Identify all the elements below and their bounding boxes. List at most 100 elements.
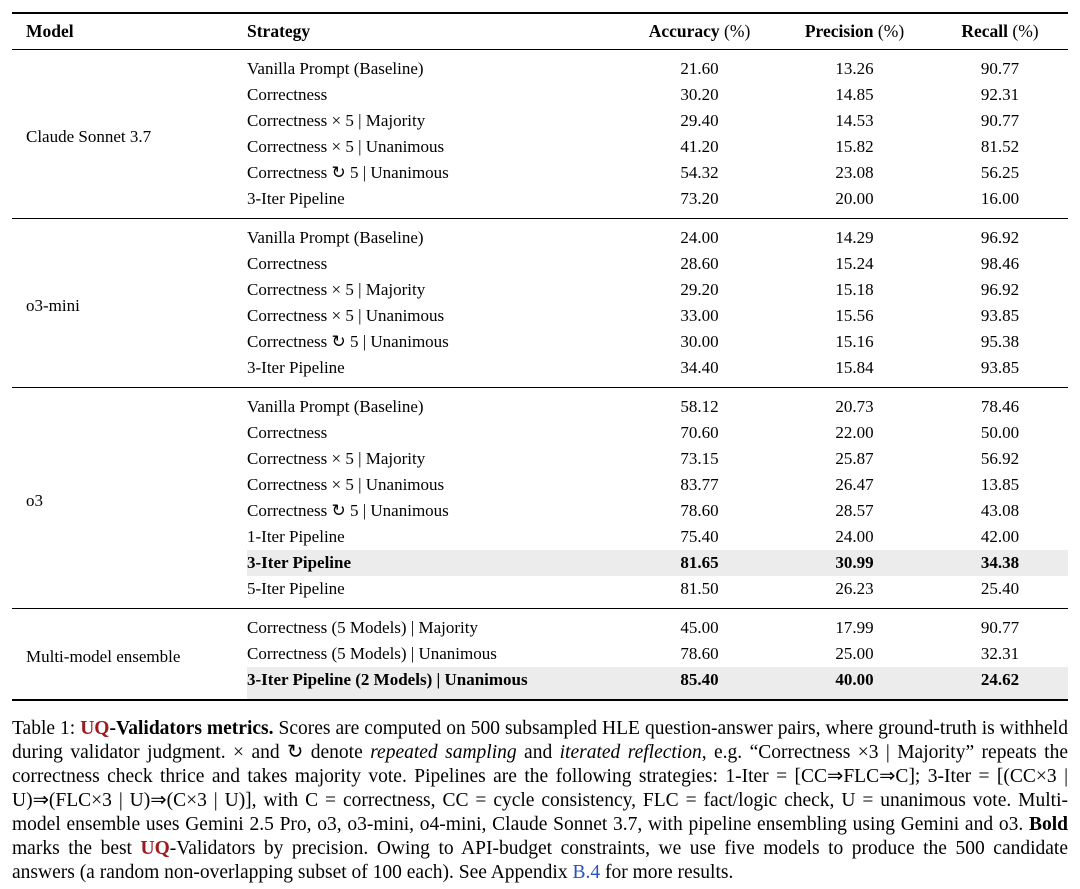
caption-segment: , e.g. “Correctness ×3 | Majority” repea… (12, 742, 1069, 835)
model-cell: Multi-model ensemble (26, 647, 181, 666)
accuracy-cell: 24.00 (680, 228, 719, 247)
accuracy-cell: 75.40 (680, 527, 719, 546)
strategy-cell: Correctness × 5 | Majority (247, 111, 426, 130)
strategy-cell: 3-Iter Pipeline (247, 550, 622, 576)
precision-cell: 14.29 (835, 228, 874, 247)
col-header-precision: Precision (%) (804, 21, 905, 41)
model-cell: Claude Sonnet 3.7 (26, 127, 152, 146)
table-row: Correctness ↻ 5 | Unanimous 78.60 28.57 43.… (12, 498, 1068, 524)
precision-cell: 30.99 (777, 550, 932, 576)
accuracy-cell: 58.12 (680, 397, 719, 416)
table-row: 5-Iter Pipeline 81.50 26.23 25.40 (12, 576, 1068, 609)
col-header-accuracy-label: Accuracy (648, 21, 720, 41)
recall-cell: 98.46 (980, 254, 1020, 273)
recall-cell: 13.85 (980, 475, 1020, 494)
table-row: Correctness 28.60 15.24 98.46 (12, 251, 1068, 277)
precision-cell: 20.73 (835, 397, 874, 416)
strategy-cell: 5-Iter Pipeline (247, 579, 345, 598)
recall-cell: 93.85 (980, 358, 1020, 377)
table-body: Claude Sonnet 3.7 Vanilla Prompt (Baselin… (12, 50, 1068, 700)
accuracy-cell: 29.40 (680, 111, 719, 130)
accuracy-cell: 70.60 (680, 423, 719, 442)
accuracy-cell: 81.50 (680, 579, 719, 598)
caption-segment: iterated reflection (559, 742, 702, 763)
strategy-cell: Correctness (5 Models) | Unanimous (247, 644, 497, 663)
strategy-cell: Correctness (247, 254, 328, 273)
recall-cell: 96.92 (980, 280, 1020, 299)
table-row: Correctness × 5 | Unanimous 41.20 15.82 81.… (12, 134, 1068, 160)
accuracy-cell: 33.00 (680, 306, 719, 325)
precision-cell: 15.56 (835, 306, 874, 325)
strategy-cell: 1-Iter Pipeline (247, 527, 345, 546)
table-row: Claude Sonnet 3.7 Vanilla Prompt (Baselin… (12, 50, 1068, 146)
accuracy-cell: 78.60 (680, 644, 719, 663)
strategy-cell: Correctness × 5 | Unanimous (247, 137, 445, 156)
precision-cell: 40.00 (777, 667, 932, 700)
accuracy-cell: 45.00 (680, 618, 719, 637)
precision-cell: 26.23 (835, 579, 874, 598)
strategy-cell: Correctness × 5 | Unanimous (247, 306, 445, 325)
caption-segment: -Validators by precision. Owing to API-b… (12, 838, 1069, 883)
accuracy-cell: 73.20 (680, 189, 719, 208)
strategy-cell: Correctness (247, 423, 328, 442)
model-cell: o3-mini (26, 296, 80, 315)
caption-segment: -Validators metrics. (109, 718, 274, 739)
precision-cell: 28.57 (835, 501, 874, 520)
precision-cell: 20.00 (835, 189, 874, 208)
recall-cell: 32.31 (980, 644, 1020, 663)
model-cell: o3 (26, 491, 43, 510)
col-header-recall: Recall (%) (961, 21, 1039, 41)
strategy-cell: Correctness ↻ 5 | Unanimous (247, 332, 449, 351)
accuracy-cell: 41.20 (680, 137, 719, 156)
precision-cell: 26.47 (835, 475, 874, 494)
recall-cell: 24.62 (932, 667, 1068, 700)
col-header-model: Model (12, 13, 247, 50)
precision-cell: 25.00 (835, 644, 874, 663)
table-row: 3-Iter Pipeline (2 Models) | Unanimous 85… (12, 667, 1068, 700)
strategy-cell: Correctness ↻ 5 | Unanimous (247, 163, 449, 182)
table-row: o3-mini Vanilla Prompt (Baseline) 24.00 14.… (12, 218, 1068, 315)
table-row: 3-Iter Pipeline 73.20 20.00 16.00 (12, 186, 1068, 219)
recall-cell: 25.40 (980, 579, 1020, 598)
table-row: Multi-model ensemble Correctness (5 Model… (12, 608, 1068, 666)
table-row: Correctness × 5 | Majority 29.40 14.53 90.7… (12, 108, 1068, 134)
recall-cell: 34.38 (932, 550, 1068, 576)
precision-cell: 24.00 (835, 527, 874, 546)
strategy-cell: 3-Iter Pipeline (2 Models) | Unanimous (247, 667, 622, 700)
table-row: Correctness × 5 | Unanimous 83.77 26.47 13.… (12, 472, 1068, 498)
strategy-cell: Vanilla Prompt (Baseline) (247, 228, 424, 247)
accuracy-cell: 29.20 (680, 280, 719, 299)
strategy-cell: 3-Iter Pipeline (247, 189, 345, 208)
strategy-cell: 3-Iter Pipeline (247, 358, 345, 377)
precision-cell: 23.08 (835, 163, 874, 182)
recall-cell: 56.25 (980, 163, 1020, 182)
caption-segment: Scores are computed on 500 subsampled HL… (12, 718, 1068, 763)
table-header: Model Strategy Accuracy (%) Precision (%… (12, 13, 1068, 50)
recall-cell: 90.77 (980, 111, 1020, 130)
precision-cell: 15.82 (835, 137, 874, 156)
results-table: Model Strategy Accuracy (%) Precision (%… (12, 12, 1068, 701)
recall-cell: 81.52 (980, 137, 1020, 156)
precision-cell: 13.26 (835, 59, 874, 78)
precision-cell: 15.84 (835, 358, 874, 377)
recall-cell: 56.92 (980, 449, 1020, 468)
accuracy-cell: 30.20 (680, 85, 719, 104)
recall-cell: 90.77 (980, 59, 1020, 78)
table-row: 1-Iter Pipeline 75.40 24.00 42.00 (12, 524, 1068, 550)
table-row: Correctness × 5 | Unanimous 33.00 15.56 93.… (12, 303, 1068, 329)
recall-cell: 96.92 (980, 228, 1020, 247)
appendix-link[interactable]: B.4 (572, 862, 601, 883)
strategy-cell: Vanilla Prompt (Baseline) (247, 397, 424, 416)
recall-cell: 43.08 (980, 501, 1020, 520)
header-row: Model Strategy Accuracy (%) Precision (%… (12, 13, 1068, 50)
caption-segment: Table 1: (12, 718, 81, 739)
caption-segment: for more results. (600, 862, 734, 883)
table-row: Correctness ↻ 5 | Unanimous 54.32 23.08 56.… (12, 160, 1068, 186)
precision-cell: 15.16 (835, 332, 874, 351)
col-header-strategy-label: Strategy (247, 21, 311, 41)
strategy-cell: Correctness (5 Models) | Majority (247, 618, 478, 637)
table-caption: Table 1: UQ-Validators metrics. Scores a… (12, 717, 1068, 885)
accuracy-cell: 81.65 (622, 550, 777, 576)
accuracy-cell: 21.60 (680, 59, 719, 78)
